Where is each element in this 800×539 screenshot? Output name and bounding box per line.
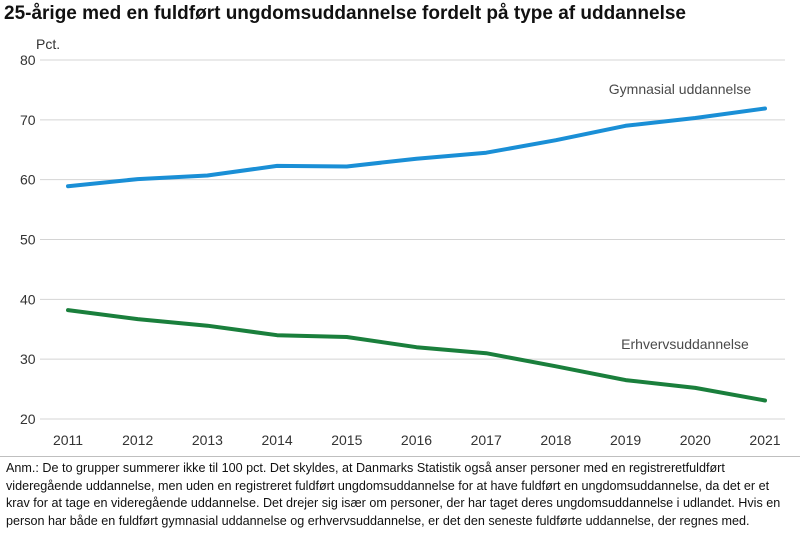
y-tick-label: 60 [20, 172, 36, 188]
divider [0, 456, 800, 457]
series-label: Erhvervsuddannelse [621, 336, 749, 352]
y-tick-label: 40 [20, 291, 36, 307]
data-point [694, 117, 696, 119]
x-tick-label: 2016 [401, 432, 432, 448]
data-point [67, 309, 69, 311]
y-tick-label: 30 [20, 351, 36, 367]
series-labels: Gymnasial uddannelse Erhvervsuddannelse [609, 81, 752, 352]
x-tick-label: 2019 [610, 432, 641, 448]
x-tick-label: 2017 [471, 432, 502, 448]
series-line-1 [66, 308, 767, 403]
data-point [485, 152, 487, 154]
footnote: Anm.: De to grupper summerer ikke til 10… [6, 461, 781, 528]
data-point [137, 178, 139, 180]
data-point [555, 365, 557, 367]
data-point [416, 158, 417, 160]
data-point [555, 139, 557, 141]
series-label: Gymnasial uddannelse [609, 81, 752, 97]
data-point [764, 399, 766, 401]
x-axis-ticks: 2011 2012 2013 2014 2015 2016 2017 2018 2019 2020… [53, 432, 781, 448]
x-tick-label: 2018 [540, 432, 571, 448]
data-point [206, 325, 208, 327]
data-point [276, 165, 278, 167]
data-point [346, 336, 348, 338]
data-point [625, 125, 627, 127]
data-point [416, 346, 417, 348]
series-lines [66, 106, 767, 403]
x-tick-label: 2012 [122, 432, 153, 448]
y-tick-label: 50 [20, 232, 36, 248]
y-tick-label: 70 [20, 112, 36, 128]
y-axis-unit-label: Pct. [36, 36, 60, 52]
y-axis-ticks: 20 30 40 50 60 70 80 [20, 52, 36, 427]
chart-title: 25-årige med en fuldført ungdomsuddannel… [4, 3, 686, 24]
data-point [764, 107, 766, 109]
data-point [485, 352, 487, 354]
data-point [694, 387, 696, 389]
y-tick-label: 20 [20, 411, 36, 427]
x-tick-label: 2013 [192, 432, 223, 448]
data-point [67, 185, 69, 187]
data-point [206, 174, 208, 176]
data-point [137, 318, 139, 320]
data-point [625, 379, 627, 381]
x-tick-label: 2015 [331, 432, 362, 448]
gridlines [40, 59, 785, 420]
x-tick-label: 2014 [262, 432, 293, 448]
x-tick-label: 2021 [749, 432, 780, 448]
x-tick-label: 2011 [53, 432, 83, 448]
y-tick-label: 80 [20, 52, 36, 68]
x-tick-label: 2020 [680, 432, 711, 448]
data-point [276, 334, 278, 336]
data-point [346, 166, 348, 168]
